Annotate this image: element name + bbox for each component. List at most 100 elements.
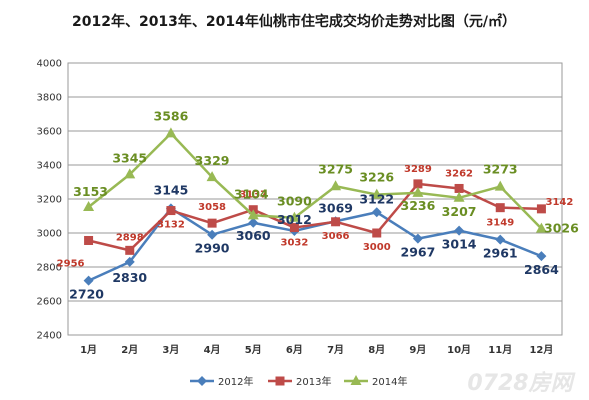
y-tick-label: 2600: [37, 297, 62, 308]
data-label: 3122: [359, 191, 394, 206]
data-point: [124, 168, 136, 179]
data-point: [495, 203, 505, 213]
data-label: 2961: [483, 246, 518, 261]
x-tick-label: 7月: [327, 344, 344, 356]
data-label: 3058: [198, 202, 226, 213]
y-tick-label: 2400: [37, 331, 62, 342]
data-point: [454, 183, 464, 193]
data-label: 3032: [280, 238, 308, 249]
data-label: 3069: [318, 200, 353, 215]
series-group: [83, 127, 547, 286]
legend: 2012年 2013年 2014年: [190, 375, 407, 388]
data-label: 3273: [483, 162, 518, 177]
data-point: [371, 207, 382, 218]
series-line: [87, 132, 543, 230]
data-point: [372, 228, 382, 238]
x-tick-label: 8月: [368, 344, 385, 356]
y-tick-label: 3800: [37, 93, 62, 104]
data-labels: 2720 2830 3145 2990 3060 3012 3069 3122 2967 3014…: [57, 108, 579, 301]
data-point: [124, 256, 135, 267]
data-label: 3014: [442, 237, 477, 252]
y-tick-labels: 2400 2600 2800 3000 3200 3400 3600 3800 4000: [37, 59, 62, 342]
x-tick-label: 11月: [488, 344, 512, 356]
data-point: [207, 218, 217, 228]
data-point: [413, 179, 423, 189]
legend-item: 2013年: [268, 375, 331, 388]
series-3: [83, 127, 547, 233]
data-label: 3586: [154, 108, 189, 123]
data-point: [247, 209, 259, 220]
data-label: 3329: [195, 153, 230, 168]
x-tick-label: 12月: [529, 344, 553, 356]
x-tick-label: 3月: [162, 344, 179, 356]
data-label: 3149: [486, 218, 514, 229]
x-tick-label: 9月: [409, 344, 426, 356]
legend-label: 2013年: [296, 375, 331, 388]
data-point: [248, 217, 259, 228]
data-label: 2830: [112, 270, 147, 285]
data-point: [84, 235, 94, 245]
series-line: [88, 182, 542, 252]
data-point: [125, 245, 135, 255]
data-label: 3262: [445, 168, 473, 179]
data-label: 3137: [239, 190, 267, 201]
y-tick-label: 3400: [37, 161, 62, 172]
legend-label: 2012年: [218, 375, 253, 388]
x-tick-label: 1月: [80, 344, 97, 356]
legend-item: 2012年: [190, 375, 253, 388]
chart-title: 2012年、2013年、2014年仙桃市住宅成交均价走势对比图（元/㎡）: [72, 13, 516, 30]
data-point: [535, 222, 547, 233]
y-tick-label: 4000: [37, 59, 62, 70]
data-point: [495, 234, 506, 245]
data-point: [330, 180, 342, 191]
data-point: [494, 180, 506, 191]
legend-label: 2014年: [372, 375, 407, 388]
data-point: [83, 200, 95, 211]
data-label: 3153: [73, 184, 108, 199]
data-label: 3145: [154, 182, 189, 197]
x-tick-label: 2月: [121, 344, 138, 356]
data-label: 3207: [442, 204, 477, 219]
data-label: 2967: [401, 245, 436, 260]
data-label: 3104: [234, 186, 269, 201]
series-1: [83, 203, 547, 286]
data-label: 3012: [277, 212, 312, 227]
data-point: [289, 223, 299, 233]
data-label: 3132: [157, 220, 185, 231]
series-2: [84, 179, 546, 255]
data-label: 3090: [277, 194, 312, 209]
legend-marker: [197, 376, 207, 386]
data-point: [412, 186, 424, 197]
legend-item: 2014年: [344, 375, 407, 388]
data-point: [454, 225, 465, 236]
data-point: [412, 233, 423, 244]
data-point: [331, 217, 341, 227]
data-label: 2956: [57, 258, 85, 269]
watermark: 0728房网: [467, 371, 575, 396]
x-tick-labels: 1月 2月 3月 4月 5月 6月 7月 8月 9月 10月 11月 12月: [80, 344, 553, 356]
grid: [67, 62, 563, 336]
data-point: [165, 127, 177, 138]
data-label: 3226: [359, 170, 394, 185]
data-point: [206, 171, 218, 182]
y-tick-label: 3000: [37, 229, 62, 240]
data-point: [288, 211, 300, 222]
data-label: 2720: [69, 287, 104, 302]
data-label: 3236: [401, 198, 436, 213]
data-label: 3289: [404, 164, 432, 175]
data-point: [453, 191, 465, 202]
data-label: 3000: [363, 242, 391, 253]
data-point: [166, 206, 176, 216]
legend-marker: [350, 375, 362, 385]
data-point: [536, 251, 547, 262]
data-label: 2990: [195, 241, 230, 256]
y-tick-label: 3600: [37, 127, 62, 138]
x-tick-label: 4月: [204, 344, 221, 356]
x-tick-label: 10月: [447, 344, 471, 356]
data-point: [371, 188, 383, 199]
data-label: 3345: [112, 150, 147, 165]
y-tick-label: 3200: [37, 195, 62, 206]
data-label: 3026: [544, 221, 579, 236]
